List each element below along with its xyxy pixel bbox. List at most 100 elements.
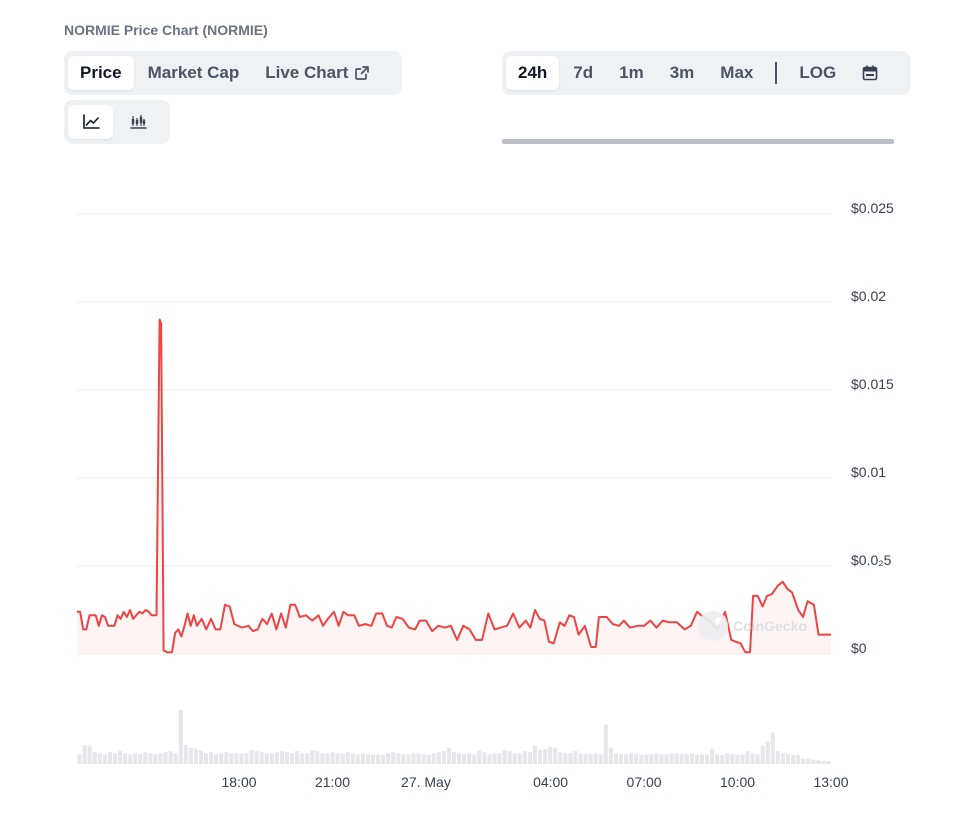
page-title: NORMIE Price Chart (NORMIE)	[64, 22, 268, 38]
volume-bar	[406, 754, 411, 764]
range-1m[interactable]: 1m	[607, 56, 656, 90]
volume-bar	[765, 741, 770, 764]
volume-bar	[608, 747, 613, 764]
volume-bar	[694, 754, 699, 764]
volume-bar	[532, 745, 537, 764]
volume-bar	[163, 752, 168, 764]
range-3m[interactable]: 3m	[658, 56, 707, 90]
volume-bar	[183, 745, 188, 764]
tab-price[interactable]: Price	[68, 56, 134, 90]
x-axis-labels: 18:00 21:00 27. May 04:00 07:00 10:00 13:00	[221, 774, 848, 790]
volume-bar	[193, 748, 198, 764]
volume-bar	[188, 747, 193, 764]
volume-bar	[522, 751, 527, 764]
volume-bar	[396, 753, 401, 764]
volume-bar	[603, 724, 608, 764]
volume-bar	[659, 754, 664, 764]
volume-bar	[310, 749, 315, 764]
volume-bar	[780, 753, 785, 764]
volume-bar	[750, 753, 755, 764]
volume-bar	[117, 751, 123, 764]
y-tick-label: $0.015	[851, 376, 894, 392]
volume-bar	[791, 754, 796, 764]
volume-bar	[290, 753, 295, 764]
volume-bar	[720, 754, 725, 764]
range-max-label: Max	[720, 63, 754, 82]
tab-live-chart[interactable]: Live Chart	[253, 56, 382, 90]
volume-bar	[760, 745, 765, 764]
volume-bar	[264, 753, 269, 764]
volume-bar	[624, 754, 629, 764]
candlestick-chart-icon	[129, 115, 147, 129]
volume-bar	[487, 754, 492, 764]
volume-bar	[735, 754, 740, 764]
volume-bar	[234, 753, 239, 764]
volume-bars	[77, 710, 831, 764]
volume-bar	[730, 754, 735, 764]
volume-bar	[699, 754, 704, 764]
volume-bar	[613, 753, 618, 764]
volume-bar	[320, 753, 325, 764]
volume-bar	[401, 754, 406, 764]
tab-market-cap[interactable]: Market Cap	[136, 56, 252, 90]
price-area	[77, 319, 831, 654]
range-7d[interactable]: 7d	[561, 56, 605, 90]
volume-bar	[178, 710, 183, 764]
x-tick-label: 04:00	[533, 774, 568, 790]
range-24h-label: 24h	[518, 63, 548, 82]
volume-bar	[715, 754, 720, 764]
volume-bar	[553, 747, 558, 764]
range-3m-label: 3m	[669, 63, 695, 82]
volume-bar	[548, 746, 553, 764]
volume-bar	[97, 753, 102, 764]
candlestick-chart-button[interactable]	[115, 105, 160, 139]
volume-bar	[618, 754, 624, 764]
volume-bar	[517, 753, 522, 764]
date-picker-button[interactable]	[850, 56, 890, 90]
time-range-selector: 24h 7d 1m 3m Max LOG	[502, 51, 910, 95]
range-24h[interactable]: 24h	[506, 56, 560, 90]
x-tick-label: 10:00	[720, 774, 755, 790]
volume-bar	[381, 754, 386, 764]
volume-bar	[386, 753, 391, 764]
volume-bar	[158, 753, 163, 764]
volume-bar	[411, 753, 416, 764]
volume-bar	[436, 752, 441, 764]
volume-bar	[568, 753, 573, 764]
volume-bar	[371, 754, 376, 764]
range-7d-label: 7d	[573, 63, 594, 82]
volume-bar	[704, 754, 710, 764]
chart-loading-bar	[502, 139, 894, 144]
volume-bar	[148, 753, 153, 764]
volume-bar	[112, 753, 117, 764]
volume-bar	[674, 753, 679, 764]
chart-tabs: Price Market Cap Live Chart	[64, 51, 402, 95]
line-chart-button[interactable]	[68, 105, 113, 139]
volume-bar	[527, 752, 532, 764]
volume-bar	[669, 753, 674, 764]
y-axis-labels: $0 $0.0₂5 $0.01 $0.015 $0.02 $0.025	[851, 200, 894, 656]
volume-bar	[239, 753, 244, 764]
log-scale-button[interactable]: LOG	[787, 56, 848, 90]
x-tick-label: 27. May	[401, 774, 451, 790]
volume-bar	[811, 759, 816, 764]
volume-bar	[284, 752, 290, 764]
volume-bar	[629, 753, 634, 764]
volume-bar	[198, 750, 204, 764]
volume-bar	[335, 753, 340, 764]
range-max[interactable]: Max	[708, 56, 765, 90]
log-scale-label: LOG	[799, 63, 837, 82]
volume-bar	[512, 753, 517, 764]
volume-bar	[775, 751, 780, 764]
volume-bar	[376, 754, 381, 764]
volume-bar	[441, 751, 446, 764]
volume-bar	[755, 754, 760, 764]
volume-bar	[740, 754, 745, 764]
price-line	[77, 318, 831, 654]
y-tick-label: $0.01	[851, 464, 886, 480]
tab-market-cap-label: Market Cap	[147, 63, 240, 82]
volume-bar	[492, 753, 497, 764]
volume-bar	[451, 752, 457, 764]
volume-bar	[664, 754, 669, 764]
